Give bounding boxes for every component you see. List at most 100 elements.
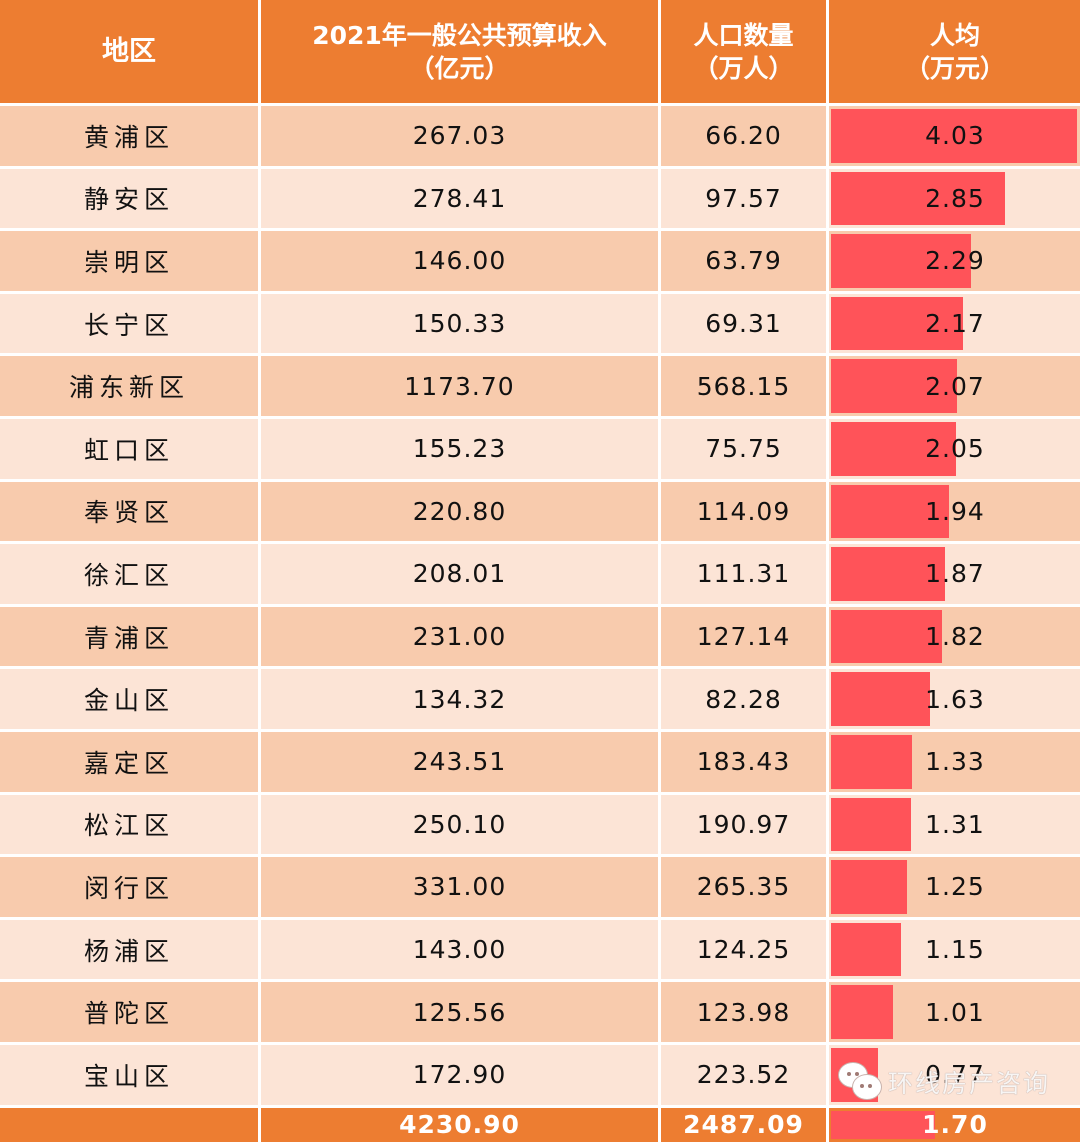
- cell-region: 徐汇区: [0, 544, 258, 604]
- cell-revenue: 267.03: [261, 106, 658, 166]
- cell-population-value: 82.28: [705, 684, 782, 714]
- cell-revenue-value: 125.56: [412, 997, 507, 1027]
- cell-region-value: 奉贤区: [83, 498, 174, 528]
- cell-per-capita-value: 1.25: [925, 872, 985, 902]
- cell-revenue-value: 134.32: [412, 684, 507, 714]
- cell-population-value: 127.14: [696, 622, 791, 652]
- data-bar: [831, 421, 956, 476]
- cell-region-value: 静安区: [83, 185, 174, 215]
- cell-per-capita: 2.07: [829, 356, 1080, 416]
- cell-region-value: 松江区: [83, 811, 174, 841]
- cell-region: 青浦区: [0, 606, 258, 667]
- cell-region-value: 徐汇区: [83, 560, 174, 590]
- data-bar: [831, 1110, 935, 1139]
- cell-region-value: 崇明区: [83, 247, 174, 277]
- cell-population-value: 265.35: [696, 872, 791, 902]
- cell-population-value: 66.20: [705, 121, 782, 151]
- cell-per-capita: 1.94: [829, 481, 1080, 542]
- cell-region: 松江区: [0, 794, 258, 855]
- cell-population: 97.57: [661, 168, 826, 229]
- cell-region: 宝山区: [0, 1044, 258, 1105]
- cell-per-capita-value: 1.01: [925, 997, 985, 1027]
- cell-region: 崇明区: [0, 231, 258, 291]
- cell-region: 嘉定区: [0, 731, 258, 792]
- cell-per-capita-value: 4.03: [925, 121, 985, 151]
- cell-revenue: 331.00: [261, 857, 658, 917]
- cell-region: 静安区: [0, 168, 258, 229]
- cell-region: 金山区: [0, 669, 258, 729]
- cell-population: 75.75: [661, 418, 826, 479]
- cell-per-capita: 1.31: [829, 794, 1080, 855]
- cell-per-capita: 1.63: [829, 669, 1080, 729]
- cell-revenue: 243.51: [261, 731, 658, 792]
- header-revenue-unit: （亿元）: [409, 53, 510, 83]
- cell-population: 114.09: [661, 481, 826, 542]
- data-bar: [831, 734, 912, 789]
- cell-revenue: 125.56: [261, 982, 658, 1042]
- cell-region: 长宁区: [0, 293, 258, 354]
- data-bar: [831, 296, 963, 351]
- cell-revenue-value: 172.90: [412, 1060, 507, 1090]
- cell-per-capita: 2.17: [829, 293, 1080, 354]
- cell-region-value: 虹口区: [83, 435, 174, 465]
- cell-revenue-value: 250.10: [412, 809, 507, 839]
- cell-revenue: 172.90: [261, 1044, 658, 1105]
- cell-revenue: 250.10: [261, 794, 658, 855]
- cell-per-capita-value: 0.77: [925, 1060, 985, 1090]
- cell-revenue-value: 231.00: [412, 622, 507, 652]
- header-region-label: 地区: [102, 36, 156, 67]
- cell-population-value: 123.98: [696, 997, 791, 1027]
- cell-population: 111.31: [661, 544, 826, 604]
- cell-per-capita: 2.29: [829, 231, 1080, 291]
- cell-revenue: 155.23: [261, 418, 658, 479]
- data-bar: [831, 484, 949, 539]
- header-per-capita: 人均 （万元）: [829, 0, 1080, 103]
- cell-population-value: 190.97: [696, 809, 791, 839]
- cell-population: 568.15: [661, 356, 826, 416]
- watermark: 环线房产咨询: [838, 1062, 1050, 1102]
- cell-revenue-value: 208.01: [412, 559, 507, 589]
- cell-population-value: 75.75: [705, 434, 782, 464]
- cell-population: 66.20: [661, 106, 826, 166]
- cell-population-value: 111.31: [696, 559, 791, 589]
- header-population: 人口数量 （万人）: [661, 0, 826, 103]
- total-per-capita-value: 1.70: [922, 1110, 988, 1139]
- cell-population: 190.97: [661, 794, 826, 855]
- cell-region-value: 杨浦区: [83, 936, 174, 966]
- cell-population: 123.98: [661, 982, 826, 1042]
- cell-population-value: 183.43: [696, 747, 791, 777]
- cell-region: 杨浦区: [0, 919, 258, 980]
- cell-per-capita: 1.33: [829, 731, 1080, 792]
- cell-population-value: 124.25: [696, 935, 791, 965]
- cell-revenue-value: 150.33: [412, 309, 507, 339]
- watermark-text: 环线房产咨询: [888, 1069, 1051, 1098]
- cell-per-capita-value: 2.85: [925, 183, 985, 213]
- cell-region-value: 金山区: [83, 686, 174, 716]
- cell-per-capita-value: 1.87: [925, 559, 985, 589]
- cell-per-capita-value: 2.07: [925, 371, 985, 401]
- cell-revenue: 143.00: [261, 919, 658, 980]
- header-revenue: 2021年一般公共预算收入 （亿元）: [261, 0, 658, 103]
- wechat-icon: [838, 1062, 882, 1102]
- cell-region-value: 浦东新区: [68, 373, 189, 403]
- cell-population: 82.28: [661, 669, 826, 729]
- cell-revenue-value: 1173.70: [404, 371, 515, 401]
- header-region: 地区: [0, 0, 258, 103]
- cell-region-value: 闵行区: [83, 873, 174, 903]
- data-bar: [831, 547, 945, 601]
- cell-per-capita: 1.87: [829, 544, 1080, 604]
- cell-revenue: 1173.70: [261, 356, 658, 416]
- cell-population-value: 568.15: [696, 371, 791, 401]
- cell-population: 265.35: [661, 857, 826, 917]
- cell-revenue-value: 155.23: [412, 434, 507, 464]
- cell-population: 183.43: [661, 731, 826, 792]
- total-population-value: 2487.09: [683, 1110, 804, 1139]
- cell-per-capita-value: 1.94: [925, 496, 985, 526]
- data-bar: [831, 234, 971, 288]
- cell-per-capita-value: 2.17: [925, 309, 985, 339]
- cell-population: 124.25: [661, 919, 826, 980]
- cell-revenue: 231.00: [261, 606, 658, 667]
- data-bar: [831, 672, 930, 726]
- cell-region-value: 嘉定区: [83, 748, 174, 778]
